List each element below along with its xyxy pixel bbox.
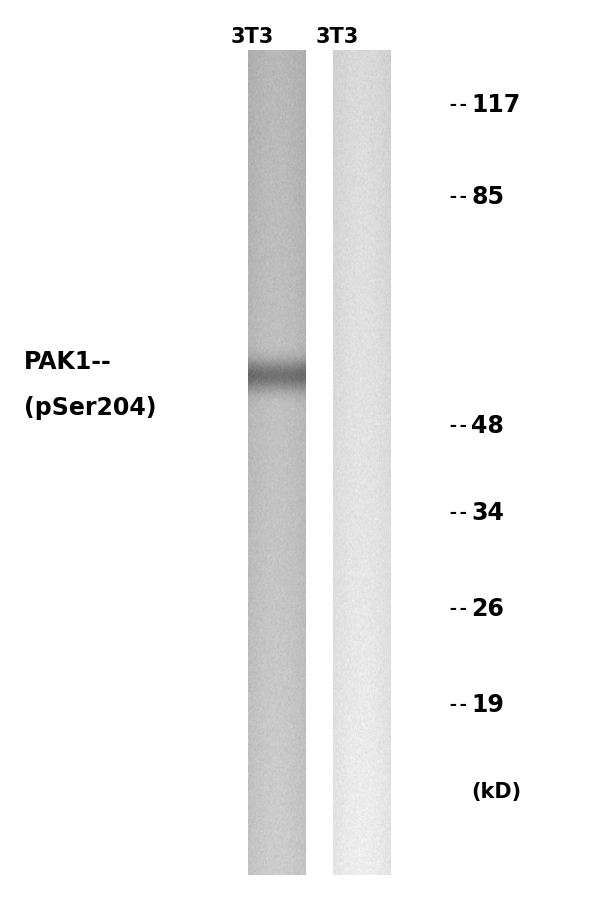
Text: --: -- (447, 188, 469, 206)
Text: PAK1--: PAK1-- (24, 350, 112, 374)
Text: 48: 48 (471, 414, 504, 438)
Text: 34: 34 (471, 501, 504, 525)
Text: 117: 117 (471, 93, 520, 117)
Text: (pSer204): (pSer204) (24, 396, 157, 420)
Text: 19: 19 (471, 693, 504, 717)
Text: 26: 26 (471, 597, 504, 621)
Text: (kD): (kD) (471, 782, 521, 802)
Text: --: -- (447, 600, 469, 618)
Text: --: -- (447, 504, 469, 522)
Text: 3T3: 3T3 (230, 27, 274, 48)
Text: --: -- (447, 96, 469, 114)
Text: --: -- (447, 417, 469, 435)
Text: 3T3: 3T3 (316, 27, 359, 48)
Text: --: -- (447, 696, 469, 714)
Text: 85: 85 (471, 185, 504, 209)
